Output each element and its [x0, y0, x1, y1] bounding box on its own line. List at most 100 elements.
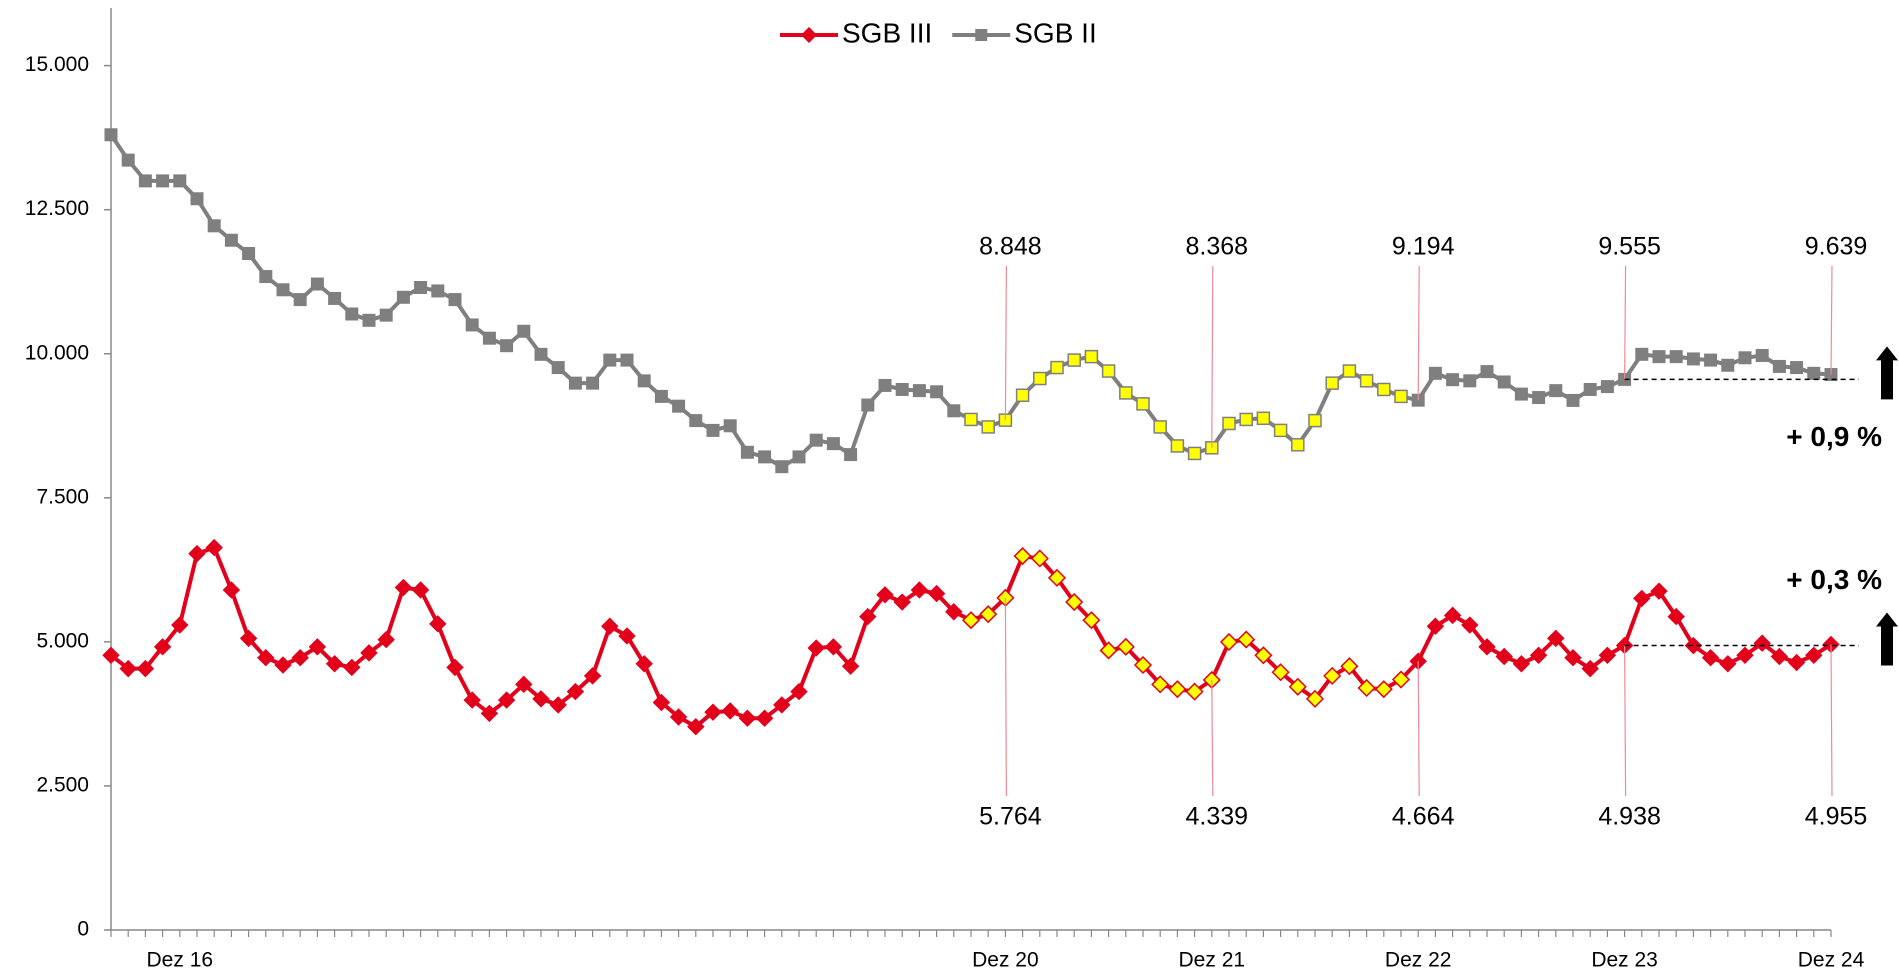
marker [343, 658, 361, 677]
marker [1170, 439, 1185, 453]
value-label: 9.555 [1598, 233, 1661, 261]
marker [328, 291, 342, 305]
marker [603, 353, 617, 367]
y-tick-label: 12.500 [25, 197, 89, 220]
marker [790, 682, 808, 701]
marker [480, 704, 499, 723]
marker [706, 423, 720, 437]
marker [704, 703, 722, 721]
marker [411, 581, 430, 599]
marker [758, 450, 772, 464]
marker [549, 696, 567, 714]
marker [945, 603, 963, 621]
marker [463, 691, 481, 709]
marker [930, 385, 944, 399]
marker [738, 709, 757, 727]
marker [1187, 446, 1202, 461]
marker [394, 578, 413, 597]
marker [1755, 348, 1769, 362]
marker [1738, 351, 1752, 365]
marker [291, 649, 309, 667]
marker [1357, 678, 1376, 698]
marker [964, 412, 978, 427]
value-label: 4.938 [1598, 803, 1661, 831]
marker [517, 324, 531, 338]
x-tick-label: Dez 22 [1385, 949, 1452, 972]
leader-line [1211, 265, 1214, 448]
marker [637, 374, 651, 388]
marker [824, 638, 843, 656]
y-tick-label: 10.000 [25, 341, 89, 364]
marker [1101, 364, 1116, 378]
marker [1512, 655, 1531, 673]
marker [1119, 386, 1133, 400]
marker [981, 420, 995, 434]
trend-arrow [1876, 612, 1898, 666]
marker [188, 544, 206, 563]
value-label: 9.639 [1805, 233, 1868, 261]
marker [1084, 349, 1099, 364]
marker [515, 675, 533, 694]
marker [826, 437, 840, 451]
marker [1463, 374, 1477, 388]
marker [912, 384, 926, 398]
value-label: 9.194 [1392, 233, 1455, 261]
marker [618, 627, 636, 645]
marker [1359, 374, 1374, 388]
marker [1288, 677, 1307, 696]
x-tick-label: Dez 24 [1798, 949, 1865, 972]
legend-marker [801, 27, 817, 43]
marker [259, 270, 273, 284]
marker [1067, 353, 1081, 367]
annotation: + 0,3 % [1786, 564, 1882, 595]
marker [1222, 416, 1236, 431]
value-label: 5.764 [979, 803, 1042, 831]
marker [1116, 637, 1135, 656]
marker [1807, 366, 1821, 380]
marker [1704, 353, 1718, 367]
marker [910, 581, 929, 599]
marker [841, 657, 860, 675]
marker [1669, 350, 1683, 364]
marker [482, 331, 496, 345]
marker [1547, 629, 1565, 648]
marker [1254, 646, 1273, 665]
marker [1237, 630, 1256, 649]
y-tick-label: 5.000 [36, 629, 89, 652]
marker [1805, 646, 1823, 665]
marker [1497, 375, 1511, 389]
marker [583, 667, 602, 685]
marker [1325, 376, 1339, 390]
marker [979, 605, 998, 624]
x-tick-label: Dez 23 [1591, 949, 1658, 972]
marker [1480, 365, 1494, 379]
marker [775, 460, 789, 474]
marker [308, 638, 327, 656]
marker [689, 414, 703, 428]
marker [1133, 655, 1153, 675]
marker [1340, 657, 1359, 676]
marker [961, 611, 981, 630]
leader-line [1830, 644, 1833, 797]
marker [1549, 384, 1563, 398]
marker [878, 378, 892, 392]
legend-marker [975, 29, 988, 41]
marker [721, 702, 739, 720]
marker [844, 448, 858, 462]
marker [224, 233, 238, 247]
marker [310, 277, 324, 291]
marker [723, 419, 737, 433]
marker [1633, 589, 1651, 608]
value-label: 4.664 [1392, 803, 1455, 831]
marker [1153, 420, 1167, 434]
marker [1770, 647, 1789, 666]
marker [156, 174, 170, 188]
x-tick-label: Dez 16 [147, 949, 214, 972]
trend-arrow [1876, 346, 1898, 400]
marker [687, 717, 705, 736]
legend-label: SGB III [842, 17, 932, 48]
leader-line [1004, 597, 1008, 797]
marker [1099, 641, 1118, 660]
marker [274, 656, 292, 674]
marker [136, 659, 155, 678]
